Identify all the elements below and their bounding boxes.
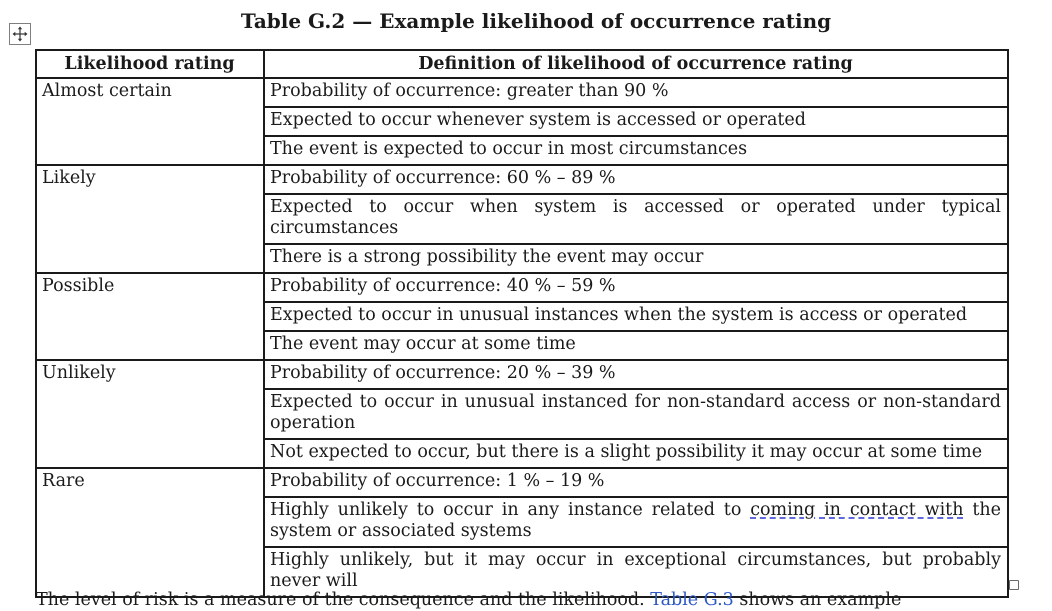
table-row: Not expected to occur, but there is a sl… <box>36 438 1009 469</box>
definition-cell[interactable]: Highly unlikely, but it may occur in exc… <box>263 546 1009 598</box>
table-row: Highly unlikely, but it may occur in exc… <box>36 546 1009 598</box>
definition-cell[interactable]: Probability of occurrence: greater than … <box>263 77 1009 108</box>
column-header-likelihood-rating[interactable]: Likelihood rating <box>35 49 265 79</box>
table-caption: Table G.2 — Example likelihood of occurr… <box>240 9 832 33</box>
table-row: Unlikely Probability of occurrence: 20 % … <box>35 359 1009 469</box>
table-row: The event is expected to occur in most c… <box>36 135 1009 166</box>
likelihood-rating-cell[interactable]: Almost certain <box>35 77 265 166</box>
table-header-row: Likelihood rating Definition of likeliho… <box>35 49 1009 79</box>
table-row: Expected to occur when system is accesse… <box>36 193 1009 245</box>
table-row: Expected to occur whenever system is acc… <box>36 106 1009 137</box>
definition-cell[interactable]: Probability of occurrence: 40 % – 59 % <box>263 272 1009 303</box>
table-row: Almost certain Probability of occurrence:… <box>35 77 1009 166</box>
definition-cell[interactable]: The event may occur at some time <box>263 330 1009 361</box>
table-row: Expected to occur in unusual instanced f… <box>36 388 1009 440</box>
definition-cell[interactable]: Expected to occur whenever system is acc… <box>263 106 1009 137</box>
table-row: Rare Probability of occurrence: 1 % – 19 … <box>35 467 1009 598</box>
table-row: Likely Probability of occurrence: 60 % – … <box>35 164 1009 274</box>
four-arrow-move-icon <box>12 26 28 42</box>
table-row: Highly unlikely to occur in any instance… <box>36 496 1009 548</box>
grammar-check-underline[interactable]: coming in contact with <box>750 500 964 520</box>
table-resize-handle[interactable] <box>1009 580 1019 590</box>
definition-cell[interactable]: Not expected to occur, but there is a sl… <box>263 438 1009 469</box>
following-paragraph: The level of risk is a measure of the co… <box>36 589 901 611</box>
definition-cell[interactable]: The event is expected to occur in most c… <box>263 135 1009 166</box>
table-g3-link[interactable]: Table G.3 <box>650 590 734 610</box>
likelihood-rating-cell[interactable]: Likely <box>35 164 265 274</box>
table-body: Almost certain Probability of occurrence:… <box>35 77 1009 598</box>
definition-cell[interactable]: There is a strong possibility the event … <box>263 243 1009 274</box>
table-row: There is a strong possibility the event … <box>36 243 1009 274</box>
likelihood-rating-cell[interactable]: Unlikely <box>35 359 265 469</box>
table-row: Expected to occur in unusual instances w… <box>36 301 1009 332</box>
paragraph-text-continued: shows an example <box>733 590 902 610</box>
definition-cell[interactable]: Expected to occur when system is accesse… <box>263 193 1009 245</box>
likelihood-rating-table: Likelihood rating Definition of likeliho… <box>35 49 1009 598</box>
paragraph-text: The level of risk is a measure of the co… <box>36 590 651 610</box>
definition-cell[interactable]: Expected to occur in unusual instances w… <box>263 301 1009 332</box>
definition-cell[interactable]: Expected to occur in unusual instanced f… <box>263 388 1009 440</box>
likelihood-rating-cell[interactable]: Rare <box>35 467 265 598</box>
table-move-handle-icon[interactable] <box>9 23 31 45</box>
definition-cell[interactable]: Probability of occurrence: 60 % – 89 % <box>263 164 1009 195</box>
column-header-definition[interactable]: Definition of likelihood of occurrence r… <box>263 49 1009 79</box>
definition-cell[interactable]: Probability of occurrence: 20 % – 39 % <box>263 359 1009 390</box>
likelihood-rating-cell[interactable]: Possible <box>35 272 265 361</box>
definition-cell[interactable]: Probability of occurrence: 1 % – 19 % <box>263 467 1009 498</box>
definition-cell[interactable]: Highly unlikely to occur in any instance… <box>263 496 1009 548</box>
table-row: The event may occur at some time <box>36 330 1009 361</box>
table-row: Possible Probability of occurrence: 40 % … <box>35 272 1009 361</box>
